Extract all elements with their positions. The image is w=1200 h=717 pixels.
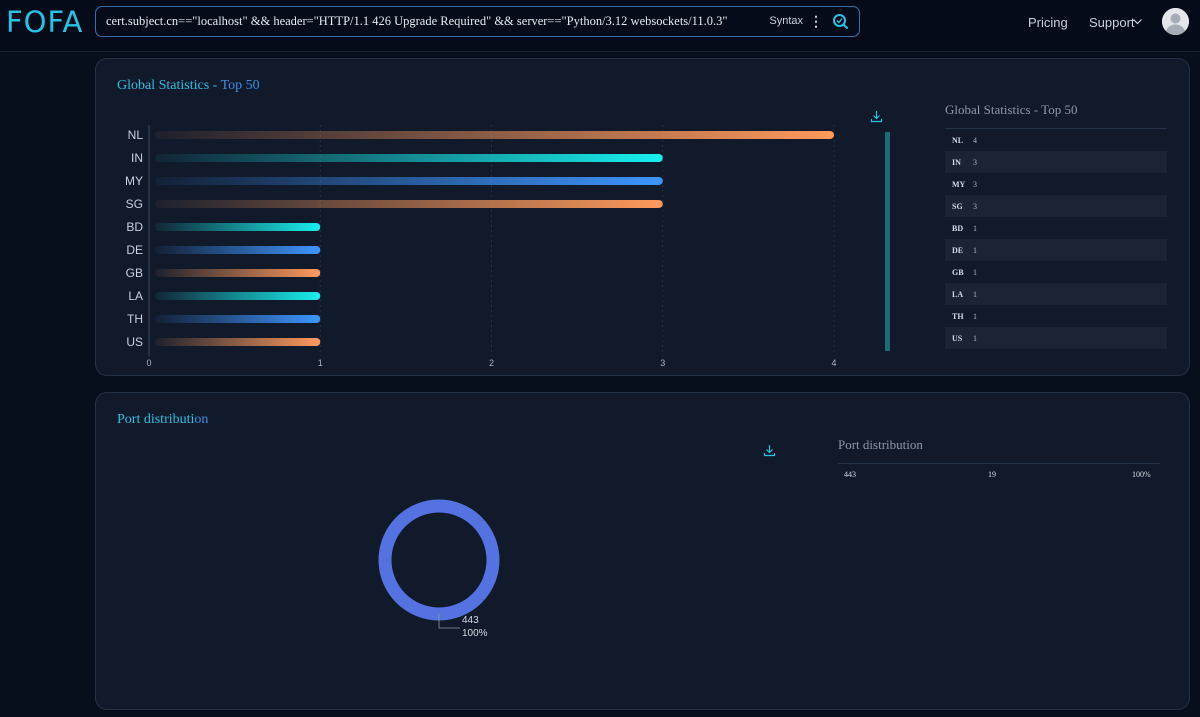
nav-support[interactable]: Support [1089, 15, 1135, 30]
port-count: 19 [988, 470, 996, 479]
country-code: GB [952, 267, 964, 277]
global-statistics-panel: Global Statistics - Top 50 [95, 58, 1190, 376]
panel-title: Global Statistics - Top 50 [117, 78, 260, 93]
country-count: 1 [973, 223, 977, 233]
table-row: MY 3 [945, 173, 1167, 195]
side-table-title: Global Statistics - Top 50 [945, 102, 1078, 117]
more-options-icon[interactable]: ⋮ [809, 13, 823, 29]
search-input[interactable]: cert.subject.cn=="localhost" && header="… [106, 14, 728, 28]
country-count: 1 [973, 333, 977, 343]
donut-percent: 100% [462, 628, 488, 639]
panel-title: Port distribution [117, 412, 209, 427]
avatar[interactable] [1162, 8, 1189, 35]
country-count: 4 [973, 135, 977, 145]
port-percent: 100% [1132, 470, 1151, 479]
table-row: SG 3 [945, 195, 1167, 217]
chevron-down-icon[interactable] [1132, 16, 1143, 27]
table-row: TH 1 [945, 305, 1167, 327]
country-count: 1 [973, 289, 977, 299]
chart-scrollbar[interactable] [885, 132, 890, 351]
country-count: 1 [973, 245, 977, 255]
top-bar: FOFA cert.subject.cn=="localhost" && hea… [0, 0, 1200, 52]
donut-leader-line [438, 614, 460, 629]
country-code: DE [952, 245, 964, 255]
search-icon[interactable] [832, 13, 849, 30]
country-count: 1 [973, 267, 977, 277]
country-code: US [952, 333, 963, 343]
donut-slice-443[interactable] [378, 499, 500, 621]
syntax-button[interactable]: Syntax [769, 15, 803, 27]
table-row: US 1 [945, 327, 1167, 349]
country-count: 1 [973, 311, 977, 321]
download-icon[interactable] [870, 110, 883, 123]
user-avatar-icon [1162, 8, 1189, 35]
table-row: BD 1 [945, 217, 1167, 239]
table-row: NL 4 [945, 129, 1167, 151]
country-count: 3 [973, 157, 977, 167]
table-row: 443 19 100% [838, 464, 1160, 484]
table-row: GB 1 [945, 261, 1167, 283]
country-code: IN [952, 157, 961, 167]
download-icon[interactable] [763, 444, 776, 457]
table-row: LA 1 [945, 283, 1167, 305]
port-value: 443 [844, 470, 856, 479]
country-code: TH [952, 311, 964, 321]
country-code: MY [952, 179, 966, 189]
table-row: IN 3 [945, 151, 1167, 173]
country-code: SG [952, 201, 963, 211]
port-distribution-panel: Port distribution [95, 392, 1190, 710]
country-count: 3 [973, 179, 977, 189]
country-code: NL [952, 135, 964, 145]
country-code: BD [952, 223, 964, 233]
side-table-title: Port distribution [838, 437, 923, 452]
donut-label: 443 [462, 615, 479, 626]
fofa-logo[interactable]: FOFA [6, 4, 82, 42]
global-stats-table: NL 4 IN 3 MY 3 SG 3 BD 1 DE 1 GB 1 LA 1 TH 1 US 1 [945, 128, 1167, 349]
divider [838, 463, 1160, 464]
logo-text: FOFA [6, 5, 82, 39]
port-donut-chart: 443 100% [378, 499, 500, 639]
country-code: LA [952, 289, 964, 299]
table-row: DE 1 [945, 239, 1167, 261]
country-count: 3 [973, 201, 977, 211]
nav-pricing[interactable]: Pricing [1028, 15, 1068, 30]
search-bar[interactable]: cert.subject.cn=="localhost" && header="… [95, 6, 860, 37]
